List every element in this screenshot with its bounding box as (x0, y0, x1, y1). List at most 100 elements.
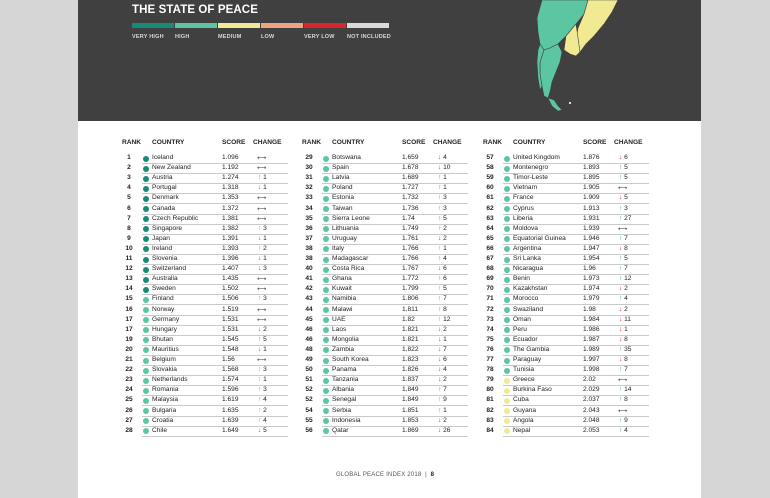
arrow-down-icon: ↓ (438, 325, 442, 333)
change-value: 2 (441, 416, 447, 424)
country-cell: Argentina (513, 244, 542, 252)
arrow-up-icon: ↑ (258, 335, 262, 343)
legend-label: MEDIUM (218, 34, 242, 40)
score-cell: 1.381 (222, 214, 239, 222)
row-divider (142, 365, 288, 366)
arrow-up-icon: ↑ (438, 315, 442, 323)
peace-level-dot (504, 155, 510, 162)
change-cell: ↑ 2 (258, 407, 288, 414)
score-cell: 1.635 (222, 406, 239, 414)
arrow-down-icon: ↓ (438, 345, 442, 353)
arrow-up-icon: ↑ (438, 174, 442, 182)
score-cell: 1.502 (222, 285, 239, 293)
country-cell: Ireland (152, 244, 173, 252)
change-cell: ↑ 3 (258, 295, 288, 302)
row-divider (142, 183, 288, 185)
score-cell: 1.799 (402, 285, 419, 293)
rank-cell: 63 (486, 214, 494, 222)
change-cell: ⟷ (618, 184, 648, 192)
arrow-down-icon: ↓ (438, 366, 442, 374)
header-rank: RANK (302, 139, 322, 146)
change-cell: ↑ 9 (438, 396, 468, 403)
header-country: COUNTRY (513, 139, 546, 146)
row-divider (142, 304, 288, 306)
rank-cell: 8 (127, 224, 131, 232)
score-cell: 1.823 (402, 356, 419, 363)
change-cell: ↑ 1 (438, 184, 468, 191)
country-cell: Madagascar (332, 255, 369, 262)
rank-cell: 31 (305, 174, 313, 182)
country-cell: Swaziland (513, 305, 544, 313)
change-value: 2 (261, 406, 267, 414)
change-cell: ⟷ (257, 275, 287, 283)
rank-cell: 28 (125, 426, 133, 434)
rank-cell: 26 (125, 406, 133, 414)
rank-cell: 38 (305, 255, 313, 262)
change-value: 9 (622, 416, 628, 424)
row-divider (503, 173, 649, 175)
peace-level-dot (504, 408, 510, 414)
rank-cell: 49 (305, 356, 313, 363)
country-cell: Zambia (332, 345, 354, 353)
peace-level-dot (143, 226, 149, 233)
rank-cell: 56 (305, 426, 313, 434)
rank-cell: 13 (125, 275, 133, 283)
arrow-up-icon: ↑ (619, 204, 623, 212)
peace-level-dot (504, 165, 510, 172)
score-cell: 1.826 (402, 366, 419, 374)
change-value: 1 (441, 174, 447, 182)
rank-cell: 75 (486, 335, 494, 343)
row-divider (142, 253, 288, 255)
row-divider (322, 173, 468, 175)
rank-cell: 30 (305, 164, 313, 172)
peace-level-dot (504, 256, 510, 263)
score-cell: 1.568 (222, 366, 239, 374)
country-cell: Paraguay (513, 356, 542, 363)
score-cell: 1.767 (402, 265, 419, 273)
rank-cell: 15 (125, 295, 133, 303)
rank-cell: 16 (125, 305, 133, 313)
rank-cell: 5 (127, 194, 131, 202)
country-cell: Botswana (332, 154, 361, 161)
arrow-down-icon: ↓ (619, 154, 623, 161)
change-value: 4 (441, 366, 447, 374)
peace-level-dot (143, 246, 149, 253)
score-cell: 1.811 (402, 305, 419, 313)
peace-level-dot (143, 387, 149, 394)
left-right-arrow-icon: ⟷ (257, 205, 267, 213)
score-cell: 1.596 (222, 386, 239, 394)
change-cell: ↓ 3 (258, 265, 288, 272)
peace-level-dot (323, 377, 329, 384)
arrow-up-icon: ↑ (438, 214, 442, 222)
country-cell: New Zealand (152, 164, 191, 172)
peace-level-dot (504, 175, 510, 182)
peace-level-dot (323, 387, 329, 394)
arrow-up-icon: ↑ (258, 376, 262, 384)
country-cell: Belgium (152, 356, 176, 363)
score-cell: 1.689 (402, 174, 419, 182)
change-cell: ↑ 3 (258, 366, 288, 373)
change-value: 3 (261, 224, 267, 232)
country-cell: Germany (152, 315, 180, 323)
change-value: 1 (261, 345, 267, 353)
row-divider (322, 324, 468, 326)
peace-level-dot (143, 428, 149, 435)
country-cell: Australia (152, 275, 178, 283)
change-cell: ↑ 12 (619, 275, 649, 282)
change-cell: ⟷ (257, 205, 287, 213)
arrow-down-icon: ↓ (258, 255, 262, 262)
score-cell: 1.74 (402, 214, 415, 222)
change-value: 8 (622, 396, 628, 404)
change-value: 1 (261, 376, 267, 384)
legend-item: VERY LOW (304, 23, 347, 40)
score-cell: 1.382 (222, 224, 239, 232)
rank-cell: 10 (125, 244, 133, 252)
row-divider (142, 324, 288, 326)
left-right-arrow-icon: ⟷ (257, 286, 267, 294)
score-cell: 1.821 (402, 325, 419, 333)
arrow-up-icon: ↑ (258, 174, 262, 182)
change-cell: ↑ 1 (258, 174, 288, 181)
country-cell: South Korea (332, 356, 369, 363)
arrow-down-icon: ↓ (619, 194, 623, 202)
score-cell: 1.727 (402, 184, 419, 192)
